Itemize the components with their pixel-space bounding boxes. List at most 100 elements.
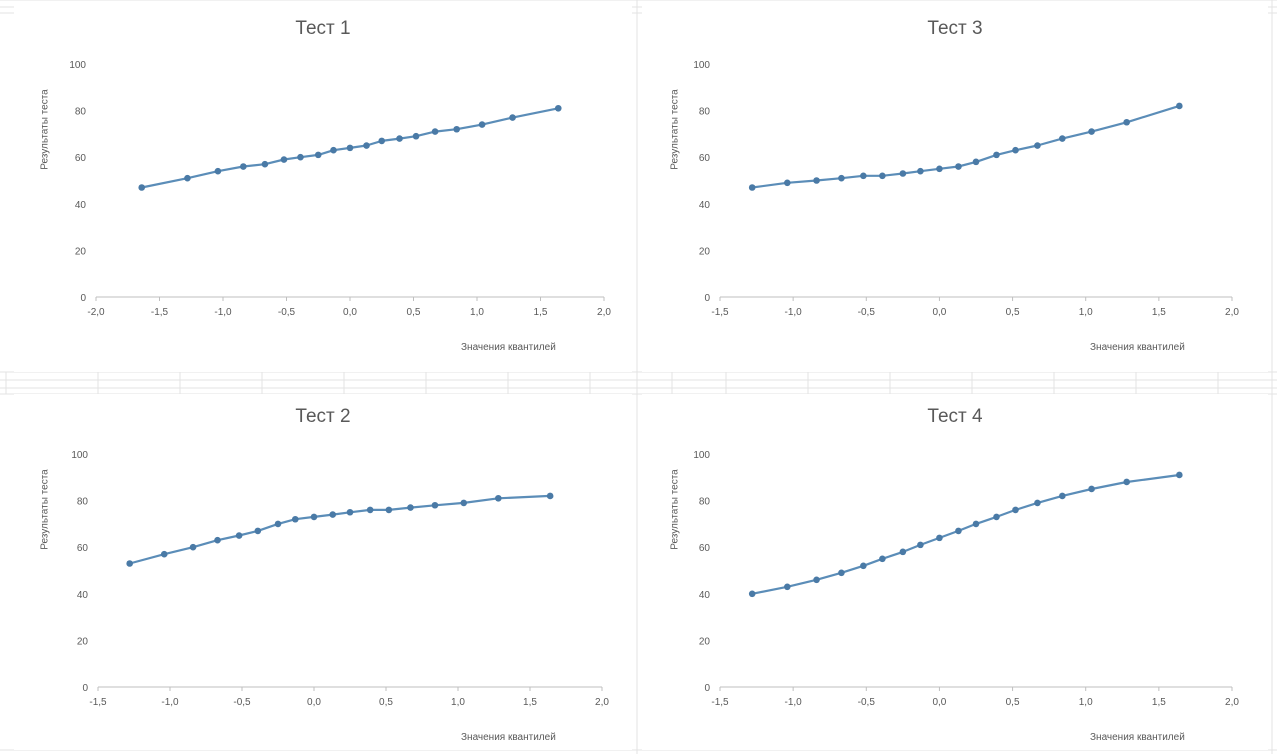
data-point [1012, 146, 1019, 154]
x-tick-label: 1,0 [451, 697, 465, 708]
data-point [1012, 506, 1019, 514]
y-tick-label: 80 [77, 497, 89, 508]
series-line [752, 104, 1180, 189]
data-point [261, 160, 269, 168]
y-tick-label: 100 [693, 60, 710, 71]
x-tick-label: -1,0 [785, 307, 803, 318]
series-line [129, 494, 551, 565]
data-point [478, 121, 486, 128]
data-point [240, 163, 247, 170]
y-tick-label: 40 [699, 200, 711, 211]
x-axis-title: Значения квантилей [1090, 732, 1185, 743]
data-point [214, 167, 222, 175]
data-point [385, 506, 393, 514]
data-point [879, 555, 886, 563]
data-point [314, 151, 322, 159]
x-tick-label: 0,0 [932, 697, 946, 708]
x-tick-label: -0,5 [858, 307, 876, 318]
y-tick-label: 0 [704, 683, 710, 694]
series-line [751, 473, 1180, 595]
data-point [378, 137, 386, 145]
x-tick-label: 1,5 [1152, 697, 1166, 708]
chart-title: Тест 2 [295, 406, 351, 427]
y-tick-label: 20 [77, 636, 89, 647]
x-axis-title: Значения квантилей [461, 342, 556, 353]
data-point [453, 125, 460, 133]
y-tick-label: 40 [699, 590, 711, 601]
x-tick-label: -1,5 [151, 307, 169, 318]
data-point [936, 165, 943, 173]
data-point [554, 104, 562, 112]
x-tick-label: 1,0 [1079, 697, 1093, 708]
y-tick-label: 60 [75, 153, 87, 164]
data-point [1059, 492, 1066, 500]
y-tick-label: 80 [75, 107, 87, 118]
chart-panel-test-2[interactable]: 0 20 40 60 80 100 -1,5 -1,0 -0,5 0,0 0,5 1,0 1,5 2,0 … [14, 394, 632, 750]
chart-title: Тест 4 [927, 406, 983, 427]
x-tick-label: -1,0 [214, 307, 232, 318]
data-point [366, 506, 374, 514]
data-point [396, 135, 403, 142]
data-point [1059, 135, 1066, 142]
y-tick-label: 100 [71, 450, 88, 461]
data-point [329, 511, 337, 518]
data-point [280, 156, 288, 163]
data-point [346, 508, 354, 516]
data-point [748, 184, 756, 191]
data-point [899, 548, 907, 556]
data-point [235, 532, 243, 539]
data-point [495, 494, 502, 502]
data-point [546, 492, 554, 500]
data-point [330, 146, 337, 154]
data-point [214, 536, 221, 544]
data-point [1176, 471, 1183, 479]
y-tick-label: 0 [80, 293, 86, 304]
data-point [1123, 478, 1130, 486]
data-point [783, 583, 791, 591]
x-tick-label: -0,5 [278, 307, 296, 318]
x-tick-label: -1,5 [89, 697, 107, 708]
data-point [184, 174, 191, 182]
x-tick-label: -2,0 [87, 307, 105, 318]
data-point [879, 172, 886, 180]
y-axis-title: Результаты теста [39, 469, 51, 550]
x-tick-label: 0,5 [1006, 307, 1020, 318]
chart-panel-test-4[interactable]: 0 20 40 60 80 100 -1,5 -1,0 -0,5 0,0 0,5 1,0 1,5 2,0 … [642, 394, 1268, 750]
data-point [955, 163, 962, 170]
x-tick-label: -0,5 [233, 697, 251, 708]
y-tick-label: 20 [75, 246, 87, 257]
data-point [412, 132, 420, 140]
data-point [138, 184, 146, 191]
data-point [274, 520, 282, 528]
y-tick-label: 80 [699, 107, 711, 118]
data-point [1034, 499, 1041, 507]
y-tick-label: 40 [75, 200, 87, 211]
data-point [860, 562, 867, 570]
data-point [291, 515, 299, 523]
data-point [813, 576, 820, 584]
x-tick-label: 1,5 [523, 697, 537, 708]
chart-svg: 0 20 40 60 80 100 -1,5 -1,0 -0,5 0,0 0,5 1,0 1,5 2,0 [693, 60, 1239, 318]
chart-panel-test-1[interactable]: 0 20 40 60 80 100 -2,0 -1,5 -1,0 -0,5 0,0 0,5 1,0 1,5… [14, 6, 632, 372]
data-point [431, 501, 439, 509]
data-point [783, 179, 791, 187]
x-tick-label: 0,0 [307, 697, 321, 708]
x-axis-title: Значения квантилей [461, 732, 556, 743]
data-point [1088, 128, 1095, 135]
data-point [955, 527, 962, 535]
x-tick-label: 2,0 [1225, 697, 1239, 708]
data-point [460, 499, 468, 507]
y-axis-title: Результаты теста [39, 89, 51, 170]
chart-panel-test-3[interactable]: 0 20 40 60 80 100 -1,5 -1,0 -0,5 0,0 0,5 1,0 1,5 2,0 … [642, 6, 1268, 372]
data-point [813, 177, 820, 184]
data-point [838, 174, 845, 182]
y-tick-label: 60 [699, 543, 711, 554]
x-tick-label: 1,0 [470, 307, 484, 318]
x-tick-label: -1,0 [785, 697, 803, 708]
data-point [917, 167, 924, 175]
x-tick-label: 0,5 [407, 307, 421, 318]
data-point [407, 504, 414, 511]
x-tick-label: 0,5 [1006, 697, 1020, 708]
data-point [860, 172, 867, 180]
data-point [993, 151, 1000, 159]
